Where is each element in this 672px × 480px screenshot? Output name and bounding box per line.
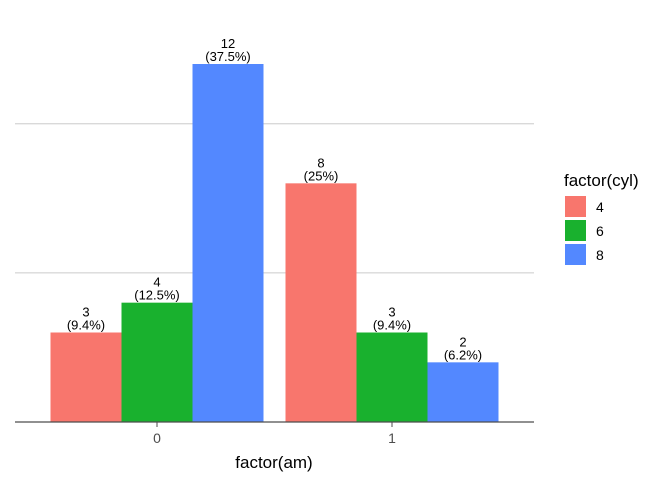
x-tick-label: 1 [388,430,396,446]
legend-key-6 [565,220,586,241]
data-label-percent: (9.4%) [373,318,411,333]
bar-am1-cyl6 [356,332,428,422]
legend-key-4 [565,196,586,217]
bar-am1-cyl4 [285,183,357,422]
data-label-percent: (25%) [304,168,339,183]
legend-label-8: 8 [596,247,604,263]
bar-am0-cyl4 [50,332,122,422]
bars [50,64,499,422]
legend-label-4: 4 [596,199,604,215]
data-label-count: 4 [153,275,160,290]
bar-am0-cyl6 [121,302,193,422]
data-label-percent: (37.5%) [205,49,251,64]
legend-entries: 4 6 8 [565,196,604,265]
bar-am0-cyl8 [192,64,264,422]
data-label-count: 3 [388,305,395,320]
x-tick-label: 0 [153,430,161,446]
data-labels: 3(9.4%)4(12.5%)12(37.5%)8(25%)3(9.4%)2(6… [67,36,482,362]
data-label-count: 12 [221,36,235,51]
data-label-count: 3 [82,305,89,320]
data-label-percent: (9.4%) [67,318,105,333]
x-axis-title: factor(am) [235,453,312,472]
data-label-percent: (6.2%) [444,347,482,362]
legend-label-6: 6 [596,223,604,239]
bar-am1-cyl8 [427,362,499,422]
data-label-count: 8 [317,155,324,170]
data-label-percent: (12.5%) [134,288,180,303]
legend: factor(cyl) 4 6 8 [564,171,639,265]
legend-key-8 [565,244,586,265]
legend-title: factor(cyl) [564,171,639,190]
data-label-count: 2 [459,334,466,349]
grid-lines [15,123,534,274]
